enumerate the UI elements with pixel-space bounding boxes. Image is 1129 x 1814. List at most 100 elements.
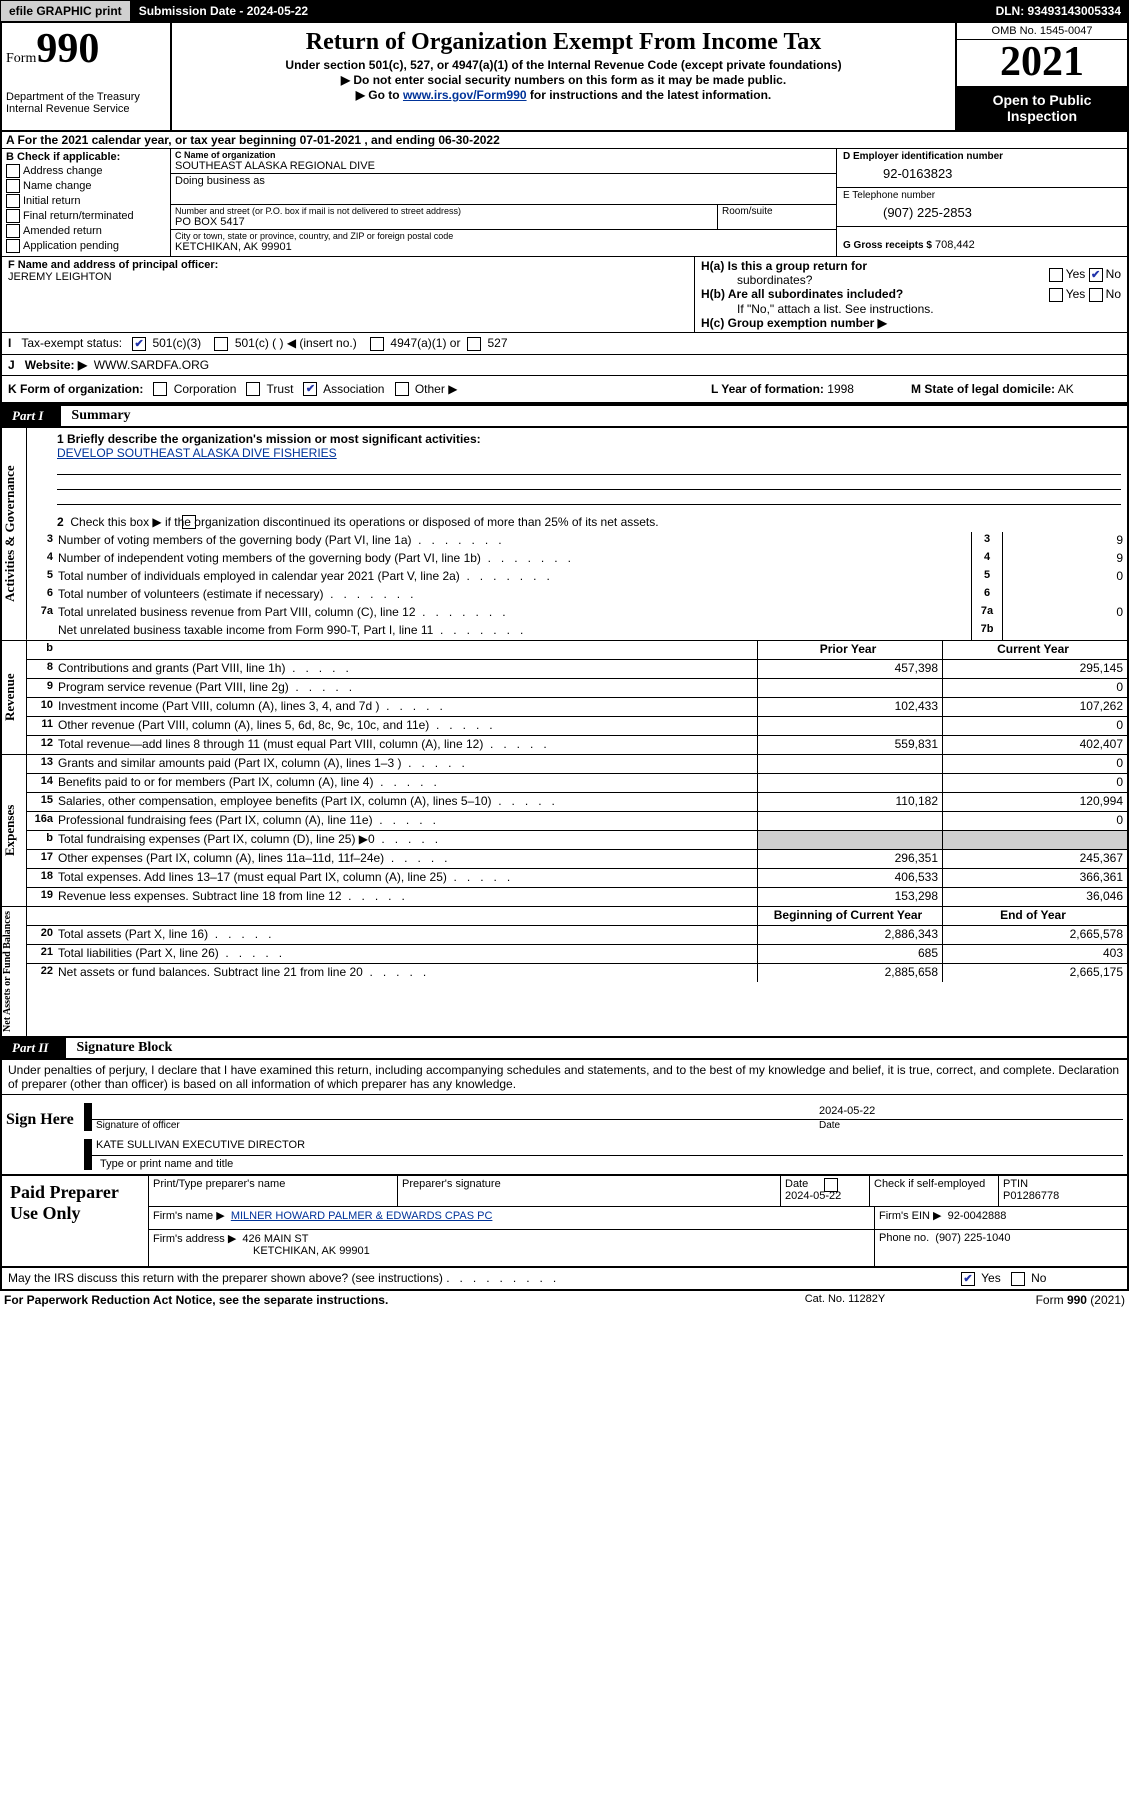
- header-left: Form990 Department of the Treasury Inter…: [2, 23, 172, 130]
- may-discuss-checks: Yes No: [961, 1271, 1121, 1286]
- sig-type-caption: Type or print name and title: [92, 1156, 1123, 1170]
- na-hdr-desc: [56, 907, 757, 925]
- ag-lineno: 7b: [971, 622, 1002, 640]
- pp-r3-c2-lbl: Phone no.: [879, 1232, 929, 1244]
- exp-rows-container: 13Grants and similar amounts paid (Part …: [27, 755, 1127, 906]
- part-i-title: Summary: [61, 406, 1127, 426]
- chk-trust[interactable]: [246, 382, 260, 396]
- row-num: 22: [27, 964, 56, 982]
- street-val: PO BOX 5417: [175, 216, 713, 228]
- lbl-trust: Trust: [267, 382, 294, 396]
- chk-amended-return[interactable]: [6, 224, 20, 238]
- pp-row-2: Firm's name ▶ MILNER HOWARD PALMER & EDW…: [149, 1207, 1127, 1230]
- pp-r2-ein: 92-0042888: [948, 1210, 1007, 1222]
- row-num: 8: [27, 660, 56, 678]
- lbl-501c3: 501(c)(3): [152, 336, 201, 350]
- ha-no[interactable]: [1089, 268, 1103, 282]
- discuss-yes[interactable]: [961, 1272, 975, 1286]
- g-gross-block: G Gross receipts $ 708,442: [837, 227, 1127, 253]
- rev-hdr-desc: [56, 641, 757, 659]
- pp-r2-firm-name[interactable]: MILNER HOWARD PALMER & EDWARDS CPAS PC: [231, 1210, 493, 1222]
- part-i-label: Part I: [2, 406, 61, 426]
- row-prior-year: [757, 774, 942, 792]
- row-current-year: 120,994: [942, 793, 1127, 811]
- m-val: AK: [1058, 382, 1074, 396]
- chk-501c3[interactable]: [132, 337, 146, 351]
- row-prior-year: 102,433: [757, 698, 942, 716]
- ag-row-7a: 7aTotal unrelated business revenue from …: [27, 604, 1127, 622]
- pp-r2-c2-lbl: Firm's EIN ▶: [879, 1210, 942, 1222]
- data-row-13: 13Grants and similar amounts paid (Part …: [27, 755, 1127, 773]
- irs-link[interactable]: www.irs.gov/Form990: [403, 88, 527, 102]
- ag-val: [1002, 622, 1127, 640]
- g-gross-val: 708,442: [935, 239, 975, 251]
- chk-assoc[interactable]: [303, 382, 317, 396]
- row-desc: Other revenue (Part VIII, column (A), li…: [56, 717, 757, 735]
- ha-yes[interactable]: [1049, 268, 1063, 282]
- hb-no-lbl: No: [1106, 287, 1121, 301]
- pp-r1-c5-lbl: PTIN: [1003, 1178, 1028, 1190]
- row-num: 21: [27, 945, 56, 963]
- pp-r1-c1: Print/Type preparer's name: [149, 1176, 398, 1206]
- chk-corp[interactable]: [153, 382, 167, 396]
- footer-catno: Cat. No. 11282Y: [745, 1293, 945, 1307]
- data-row-14: 14Benefits paid to or for members (Part …: [27, 773, 1127, 792]
- l-lbl: L Year of formation:: [711, 382, 824, 396]
- chk-other[interactable]: [395, 382, 409, 396]
- city-val: KETCHIKAN, AK 99901: [175, 241, 832, 253]
- f-val: JEREMY LEIGHTON: [8, 271, 112, 283]
- mission-text[interactable]: DEVELOP SOUTHEAST ALASKA DIVE FISHERIES: [57, 446, 337, 460]
- dept-treasury: Department of the Treasury: [6, 91, 166, 103]
- chk-4947[interactable]: [370, 337, 384, 351]
- row-desc: Total expenses. Add lines 13–17 (must eq…: [56, 869, 757, 887]
- chk-discontinued[interactable]: [182, 515, 196, 529]
- row-current-year: [942, 831, 1127, 849]
- lbl-address-change: Address change: [23, 165, 103, 177]
- ag-val: [1002, 586, 1127, 604]
- row-prior-year: 457,398: [757, 660, 942, 678]
- row-current-year: 2,665,578: [942, 926, 1127, 944]
- chk-527[interactable]: [467, 337, 481, 351]
- ha-no-lbl: No: [1106, 267, 1121, 281]
- paid-preparer-label: Paid Preparer Use Only: [2, 1176, 149, 1266]
- sidebar-net-assets: Net Assets or Fund Balances: [2, 907, 27, 1036]
- row-num: 10: [27, 698, 56, 716]
- part-ii-header: Part II Signature Block: [0, 1038, 1129, 1058]
- efile-print-button[interactable]: efile GRAPHIC print: [0, 0, 131, 22]
- omb-no: OMB No. 1545-0047: [957, 23, 1127, 40]
- topbar-spacer: [316, 0, 987, 22]
- chk-name-change[interactable]: [6, 179, 20, 193]
- lbl-final-return: Final return/terminated: [23, 210, 134, 222]
- tax-year: 2021: [957, 40, 1127, 86]
- goto-line: ▶ Go to www.irs.gov/Form990 for instruct…: [178, 88, 949, 102]
- row-desc: Program service revenue (Part VIII, line…: [56, 679, 757, 697]
- chk-application-pending[interactable]: [6, 239, 20, 253]
- hb-no[interactable]: [1089, 288, 1103, 302]
- row-desc: Total fundraising expenses (Part IX, col…: [56, 831, 757, 849]
- room-suite: Room/suite: [718, 205, 836, 229]
- chk-501c[interactable]: [214, 337, 228, 351]
- pp-r1-c5-val: P01286778: [1003, 1190, 1059, 1202]
- data-row-19: 19Revenue less expenses. Subtract line 1…: [27, 887, 1127, 906]
- ag-body: 1 Briefly describe the organization's mi…: [27, 428, 1127, 640]
- row-prior-year: 685: [757, 945, 942, 963]
- chk-address-change[interactable]: [6, 164, 20, 178]
- section-net-assets: Net Assets or Fund Balances Beginning of…: [0, 907, 1129, 1038]
- e-phone-block: E Telephone number (907) 225-2853: [837, 188, 1127, 227]
- data-row-9: 9Program service revenue (Part VIII, lin…: [27, 678, 1127, 697]
- may-discuss-lbl: May the IRS discuss this return with the…: [8, 1271, 443, 1285]
- footer-paperwork: For Paperwork Reduction Act Notice, see …: [4, 1293, 745, 1307]
- sig-date-caption: Date: [815, 1120, 1123, 1131]
- discuss-no[interactable]: [1011, 1272, 1025, 1286]
- row-fh: F Name and address of principal officer:…: [0, 256, 1129, 332]
- chk-initial-return[interactable]: [6, 194, 20, 208]
- ag-num: 6: [27, 586, 56, 604]
- ag-val: 9: [1002, 532, 1127, 550]
- row-desc: Other expenses (Part IX, column (A), lin…: [56, 850, 757, 868]
- chk-self-employed[interactable]: [824, 1178, 838, 1192]
- lbl-amended-return: Amended return: [23, 225, 102, 237]
- mission-line-3: [57, 490, 1121, 505]
- section-revenue: Revenue b Prior Year Current Year 8Contr…: [0, 641, 1129, 755]
- hb-yes[interactable]: [1049, 288, 1063, 302]
- chk-final-return[interactable]: [6, 209, 20, 223]
